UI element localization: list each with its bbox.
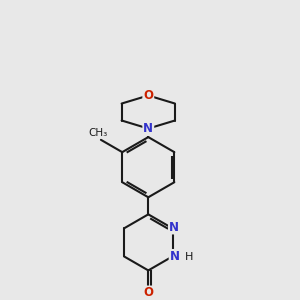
Text: N: N [143, 122, 153, 135]
Text: O: O [143, 286, 153, 299]
Text: N: N [169, 220, 179, 233]
Text: CH₃: CH₃ [88, 128, 108, 138]
Text: N: N [169, 250, 180, 263]
Text: O: O [143, 89, 153, 102]
Text: H: H [184, 252, 193, 262]
